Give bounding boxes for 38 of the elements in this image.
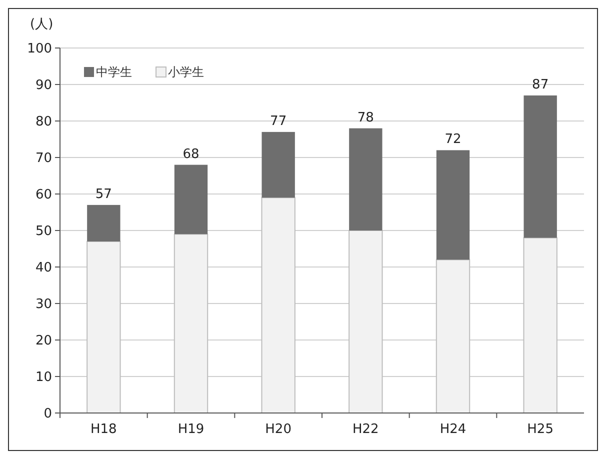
y-tick-label: 10 (35, 370, 52, 386)
y-tick-label: 20 (35, 334, 52, 349)
y-tick-label: 80 (35, 114, 52, 130)
y-tick-label: 60 (35, 188, 52, 203)
y-tick-label: 30 (35, 297, 52, 312)
y-axis-title: (人) (30, 17, 54, 32)
bar (349, 128, 382, 230)
x-tick-label: H25 (527, 422, 554, 437)
y-tick-label: 70 (35, 151, 52, 166)
y-tick-label: 100 (27, 42, 52, 57)
x-tick-label: H22 (352, 422, 379, 437)
total-label: 68 (182, 146, 200, 162)
x-tick-label: H24 (440, 422, 466, 437)
bar (262, 132, 295, 198)
x-tick-label: H20 (265, 422, 292, 437)
bar (174, 234, 208, 414)
y-tick-label: 0 (44, 406, 52, 422)
bar (87, 204, 120, 242)
total-label: 77 (270, 114, 287, 129)
legend-label: 小学生 (168, 65, 204, 80)
bar (261, 197, 296, 414)
bar (523, 237, 558, 414)
bar (174, 164, 208, 234)
y-tick-label: 50 (35, 224, 52, 240)
legend-label: 中学生 (96, 65, 132, 80)
bar (348, 230, 383, 414)
bar (436, 259, 470, 414)
total-label: 78 (357, 110, 374, 126)
y-tick-label: 40 (35, 260, 52, 276)
y-tick-label: 90 (35, 78, 52, 94)
total-label: 57 (95, 186, 112, 202)
bar (86, 240, 121, 414)
x-tick-label: H18 (90, 422, 117, 437)
x-tick-label: H19 (178, 422, 204, 437)
total-label: 87 (532, 77, 549, 92)
total-label: 72 (444, 132, 462, 148)
bar (524, 95, 557, 238)
bar (436, 150, 470, 260)
